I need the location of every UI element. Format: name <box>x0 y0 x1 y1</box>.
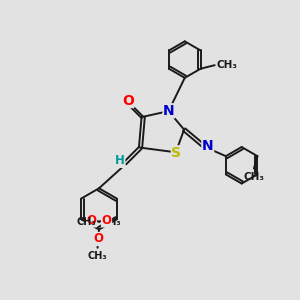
Text: O: O <box>122 94 134 107</box>
Text: S: S <box>171 146 182 160</box>
Text: CH₃: CH₃ <box>217 60 238 70</box>
Text: CH₃: CH₃ <box>101 217 121 227</box>
Text: CH₃: CH₃ <box>87 251 107 261</box>
Text: N: N <box>163 104 175 118</box>
Text: H: H <box>115 154 125 167</box>
Text: CH₃: CH₃ <box>243 172 264 182</box>
Text: O: O <box>93 232 103 245</box>
Text: CH₃: CH₃ <box>77 217 97 227</box>
Text: O: O <box>86 214 97 227</box>
Text: O: O <box>101 214 112 227</box>
Text: N: N <box>202 140 214 153</box>
